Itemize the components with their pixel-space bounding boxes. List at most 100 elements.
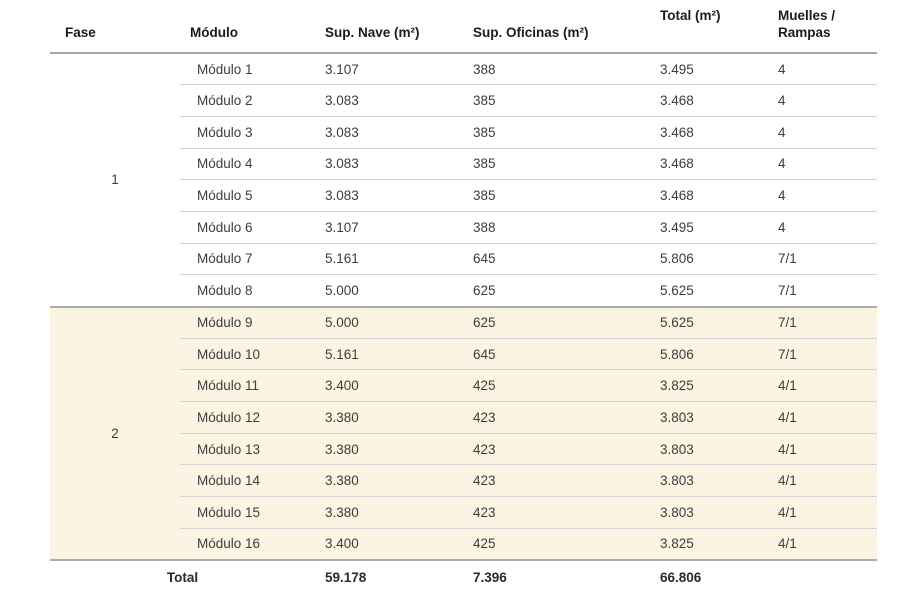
modulo-cell: Módulo 13	[180, 432, 315, 465]
total-muelles-cell	[768, 559, 877, 594]
muelles-cell: 4	[778, 61, 786, 77]
table-row: Módulo 4 3.083 385 3.468 4	[50, 147, 877, 180]
muelles-cell: 4	[768, 210, 877, 244]
oficinas-cell: 645	[463, 337, 650, 370]
oficinas-cell: 385	[463, 84, 650, 117]
nave-cell: 3.380	[315, 401, 463, 434]
modulo-cell: Módulo 6	[180, 210, 315, 244]
total-total-cell: 66.806	[650, 559, 768, 594]
muelles-cell: 4/1	[768, 464, 877, 497]
modulo-cell: Módulo 16	[180, 527, 315, 560]
modules-table: Fase Módulo Sup. Nave (m²) Sup. Oficinas…	[50, 0, 877, 594]
header-row: Fase Módulo Sup. Nave (m²) Sup. Oficinas…	[50, 0, 877, 54]
total-cell: 5.625	[650, 305, 768, 339]
muelles-cell: 7/1	[768, 337, 877, 370]
oficinas-cell: 385	[463, 179, 650, 212]
modulo-cell: Módulo 10	[180, 337, 315, 370]
total-cell: 5.806	[650, 337, 768, 370]
modulo-cell: Módulo 15	[180, 496, 315, 529]
muelles-cell: 4/1	[768, 401, 877, 434]
muelles-cell: 4	[768, 115, 877, 149]
total-cell: 5.806	[650, 242, 768, 275]
fase-1-cell: 1	[111, 172, 119, 188]
oficinas-cell: 425	[463, 369, 650, 402]
total-cell: 3.468	[650, 147, 768, 180]
oficinas-cell: 645	[463, 242, 650, 275]
col-header-total: Total (m²)	[650, 0, 768, 54]
total-cell: 3.803	[650, 464, 768, 497]
modulo-cell: Módulo 12	[180, 401, 315, 434]
oficinas-cell: 388	[463, 210, 650, 244]
muelles-cell: 4	[768, 179, 877, 212]
nave-cell: 3.107	[315, 210, 463, 244]
total-cell: 3.825	[650, 527, 768, 560]
table-row: Módulo 11 3.400 425 3.825 4/1	[50, 369, 877, 402]
modulo-cell: Módulo 2	[180, 84, 315, 117]
total-cell: 3.468	[650, 115, 768, 149]
phase-1-group: 1 Módulo 1 3.107 388 3.495 4 Módulo 2 3.…	[50, 53, 877, 307]
table-row: Módulo 5 3.083 385 3.468 4	[50, 179, 877, 212]
nave-cell: 3.083	[315, 179, 463, 212]
nave-cell: 3.107	[325, 61, 359, 77]
oficinas-cell: 385	[463, 115, 650, 149]
col-header-modulo: Módulo	[180, 0, 315, 54]
muelles-cell: 7/1	[768, 305, 877, 339]
modulo-cell: Módulo 9	[180, 305, 315, 339]
total-cell: 3.495	[650, 210, 768, 244]
modulo-cell: Módulo 11	[180, 369, 315, 402]
table-row: Módulo 13 3.380 423 3.803 4/1	[50, 432, 877, 465]
nave-cell: 5.000	[315, 305, 463, 339]
modulo-cell: Módulo 8	[180, 274, 315, 307]
modulo-cell: Módulo 4	[180, 147, 315, 180]
oficinas-cell: 425	[463, 527, 650, 560]
table-row: Módulo 12 3.380 423 3.803 4/1	[50, 401, 877, 434]
oficinas-cell: 423	[463, 432, 650, 465]
table-row: Módulo 15 3.380 423 3.803 4/1	[50, 496, 877, 529]
total-cell: 3.468	[650, 84, 768, 117]
muelles-cell: 4	[768, 147, 877, 180]
phase-2-group: 2 Módulo 9 5.000 625 5.625 7/1 Módulo 10…	[50, 305, 877, 560]
muelles-cell: 4/1	[768, 432, 877, 465]
col-header-sup-nave: Sup. Nave (m²)	[315, 0, 463, 54]
modulo-cell: Módulo 14	[180, 464, 315, 497]
table-row: Módulo 3 3.083 385 3.468 4	[50, 115, 877, 149]
fase-2-cell: 2	[50, 305, 180, 560]
muelles-cell: 7/1	[768, 242, 877, 275]
muelles-cell: 4/1	[768, 527, 877, 560]
total-nave-cell: 59.178	[315, 559, 463, 594]
muelles-cell: 4/1	[768, 496, 877, 529]
table-row: Módulo 10 5.161 645 5.806 7/1	[50, 337, 877, 370]
total-cell: 3.468	[650, 179, 768, 212]
oficinas-cell: 423	[463, 464, 650, 497]
table-row: Módulo 7 5.161 645 5.806 7/1	[50, 242, 877, 275]
nave-cell: 3.083	[315, 147, 463, 180]
oficinas-cell: 423	[463, 401, 650, 434]
oficinas-cell: 423	[463, 496, 650, 529]
nave-cell: 3.083	[315, 84, 463, 117]
total-row: Total 59.178 7.396 66.806	[50, 559, 877, 594]
nave-cell: 3.380	[315, 464, 463, 497]
oficinas-cell: 625	[463, 274, 650, 307]
table-header: Fase Módulo Sup. Nave (m²) Sup. Oficinas…	[50, 0, 877, 54]
total-cell: 3.803	[650, 432, 768, 465]
total-section: Total 59.178 7.396 66.806	[50, 559, 877, 594]
table-row: Módulo 14 3.380 423 3.803 4/1	[50, 464, 877, 497]
oficinas-cell: 625	[463, 305, 650, 339]
modulo-cell: Módulo 5	[180, 179, 315, 212]
table-row: Módulo 8 5.000 625 5.625 7/1	[50, 274, 877, 307]
oficinas-cell: 388	[473, 61, 496, 77]
muelles-cell: 7/1	[768, 274, 877, 307]
col-header-muelles-rampas: Muelles / Rampas	[768, 0, 877, 54]
table-row: Módulo 6 3.107 388 3.495 4	[50, 210, 877, 244]
total-cell: 3.825	[650, 369, 768, 402]
nave-cell: 5.161	[315, 242, 463, 275]
oficinas-cell: 385	[463, 147, 650, 180]
col-header-sup-oficinas: Sup. Oficinas (m²)	[463, 0, 650, 54]
table-row: Módulo 16 3.400 425 3.825 4/1	[50, 527, 877, 560]
total-label-cell: Total	[50, 559, 315, 594]
total-oficinas-cell: 7.396	[463, 559, 650, 594]
total-cell: 5.625	[650, 274, 768, 307]
table-row: 1 Módulo 1 3.107 388 3.495 4	[50, 53, 877, 188]
total-cell: 3.803	[650, 496, 768, 529]
